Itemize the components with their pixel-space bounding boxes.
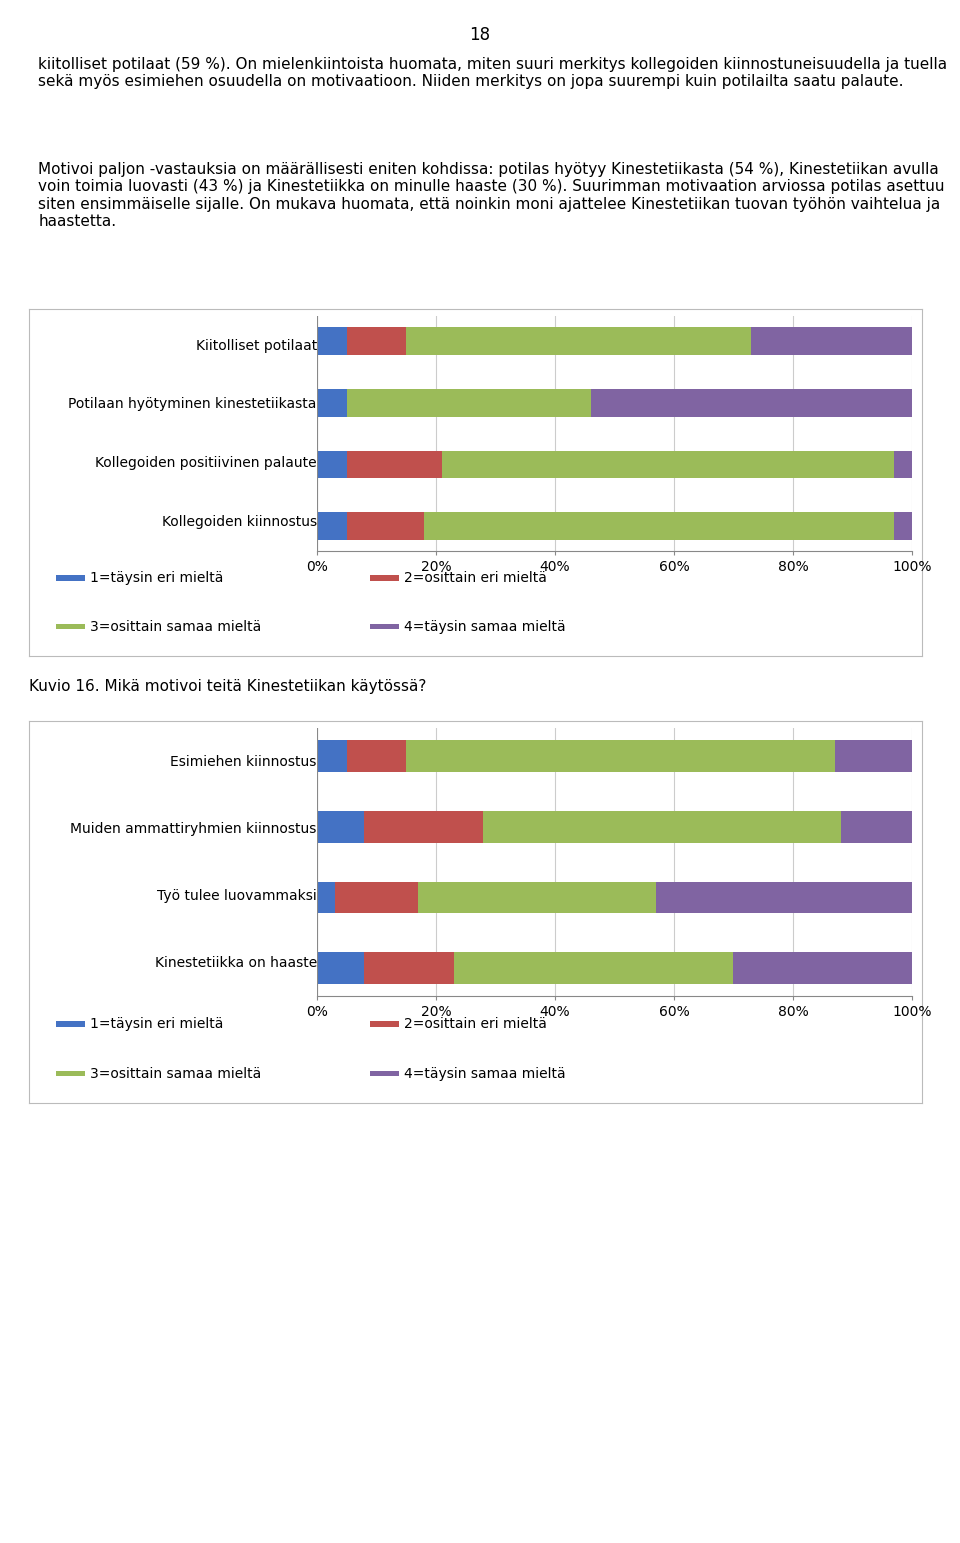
- Text: kiitolliset potilaat (59 %). On mielenkiintoista huomata, miten suuri merkitys k: kiitolliset potilaat (59 %). On mielenki…: [38, 57, 948, 89]
- Bar: [347, 741, 406, 772]
- Bar: [317, 812, 365, 842]
- Bar: [347, 512, 424, 540]
- Bar: [365, 952, 454, 984]
- Text: Kuvio 16. Mikä motivoi teitä Kinestetiikan käytössä?: Kuvio 16. Mikä motivoi teitä Kinestetiik…: [29, 679, 426, 694]
- Text: Kiitolliset potilaat: Kiitolliset potilaat: [196, 338, 317, 353]
- Bar: [418, 881, 656, 913]
- Bar: [371, 623, 399, 630]
- Text: 3=osittain samaa mieltä: 3=osittain samaa mieltä: [89, 1066, 261, 1080]
- Bar: [347, 327, 406, 355]
- Bar: [841, 812, 912, 842]
- Bar: [56, 623, 84, 630]
- Text: Muiden ammattiryhmien kiinnostus: Muiden ammattiryhmien kiinnostus: [70, 822, 317, 836]
- Bar: [317, 881, 335, 913]
- Bar: [752, 327, 912, 355]
- Text: Motivoi paljon -vastauksia on määrällisesti eniten kohdissa: potilas hyötyy Kine: Motivoi paljon -vastauksia on määrällise…: [38, 162, 945, 230]
- Bar: [56, 1021, 84, 1026]
- Bar: [365, 812, 484, 842]
- Text: Kollegoiden positiivinen palaute: Kollegoiden positiivinen palaute: [95, 455, 317, 471]
- Bar: [371, 1071, 399, 1077]
- Bar: [56, 576, 84, 580]
- Bar: [317, 327, 347, 355]
- Bar: [347, 451, 442, 478]
- Text: Esimiehen kiinnostus: Esimiehen kiinnostus: [171, 755, 317, 768]
- Text: 3=osittain samaa mieltä: 3=osittain samaa mieltä: [89, 620, 261, 634]
- Bar: [371, 576, 399, 580]
- Bar: [317, 512, 347, 540]
- Bar: [442, 451, 894, 478]
- Bar: [406, 741, 834, 772]
- Bar: [406, 327, 752, 355]
- Text: 2=osittain eri mieltä: 2=osittain eri mieltä: [404, 1017, 547, 1031]
- Bar: [894, 512, 912, 540]
- Bar: [733, 952, 912, 984]
- Bar: [56, 1071, 84, 1077]
- Bar: [317, 952, 365, 984]
- Text: Kollegoiden kiinnostus: Kollegoiden kiinnostus: [161, 514, 317, 529]
- Text: Kinestetiikka on haaste: Kinestetiikka on haaste: [155, 955, 317, 969]
- Bar: [894, 451, 912, 478]
- Text: 2=osittain eri mieltä: 2=osittain eri mieltä: [404, 571, 547, 585]
- Bar: [590, 389, 912, 417]
- Bar: [335, 881, 418, 913]
- Bar: [317, 451, 347, 478]
- Bar: [484, 812, 841, 842]
- Text: 4=täysin samaa mieltä: 4=täysin samaa mieltä: [404, 620, 565, 634]
- Bar: [656, 881, 912, 913]
- Text: 4=täysin samaa mieltä: 4=täysin samaa mieltä: [404, 1066, 565, 1080]
- Bar: [424, 512, 894, 540]
- Text: Työ tulee luovammaksi: Työ tulee luovammaksi: [157, 889, 317, 903]
- Bar: [317, 389, 347, 417]
- Bar: [454, 952, 733, 984]
- Bar: [834, 741, 912, 772]
- Text: Potilaan hyötyminen kinestetiikasta: Potilaan hyötyminen kinestetiikasta: [68, 397, 317, 412]
- Text: 1=täysin eri mieltä: 1=täysin eri mieltä: [89, 571, 223, 585]
- Bar: [371, 1021, 399, 1026]
- Bar: [347, 389, 590, 417]
- Text: 18: 18: [469, 26, 491, 43]
- Text: 1=täysin eri mieltä: 1=täysin eri mieltä: [89, 1017, 223, 1031]
- Bar: [317, 741, 347, 772]
